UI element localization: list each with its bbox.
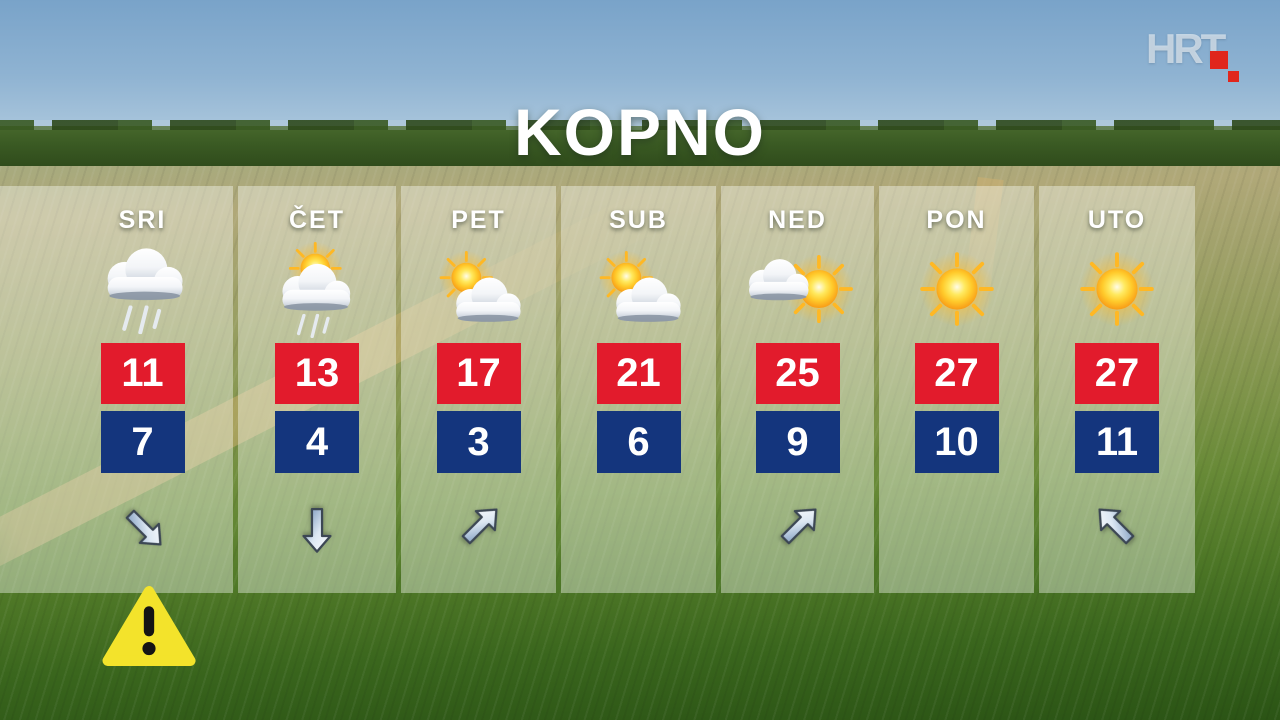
forecast-column-pon: PON 27 10 <box>879 186 1034 593</box>
high-temp-badge: 21 <box>596 343 681 404</box>
high-temp-badge: 25 <box>755 343 840 404</box>
wind-arrow-icon <box>439 487 518 566</box>
wind-arrow-icon <box>1077 487 1156 566</box>
wind-arrow-icon <box>289 499 345 555</box>
forecast-column-uto: UTO 27 11 <box>1039 186 1195 593</box>
forecast-column-pet: PET 17 3 <box>401 186 556 593</box>
low-temp-badge: 6 <box>596 411 681 473</box>
low-temp-badge: 3 <box>436 411 521 473</box>
hrt-logo: HRT <box>1146 28 1239 86</box>
forecast-column-ned: NED 25 9 <box>721 186 874 593</box>
sun-icon <box>1052 239 1182 339</box>
high-temp-badge: 17 <box>436 343 521 404</box>
sun-behind-cloud-icon <box>414 239 544 339</box>
day-label: NED <box>768 206 827 234</box>
sun-behind-cloud-icon <box>574 239 704 339</box>
forecast-column-cet: ČET 13 4 <box>238 186 396 593</box>
high-temp-badge: 11 <box>100 343 185 404</box>
hrt-logo-small-red-square <box>1228 71 1239 82</box>
warning-triangle-icon <box>102 583 196 669</box>
hrt-logo-red-square <box>1210 51 1228 69</box>
wind-arrow-icon <box>758 487 837 566</box>
high-temp-badge: 27 <box>1075 343 1159 404</box>
treeline-background <box>0 120 1280 172</box>
sun-icon <box>892 239 1022 339</box>
region-title: KOPNO <box>513 95 767 169</box>
day-label: ČET <box>289 206 345 234</box>
low-temp-badge: 7 <box>100 411 185 473</box>
cloud-and-sun-icon <box>733 239 863 339</box>
low-temp-badge: 10 <box>914 411 999 473</box>
high-temp-badge: 27 <box>914 343 999 404</box>
rain-cloud-icon <box>78 239 208 339</box>
day-label: SUB <box>609 206 668 234</box>
day-label: PET <box>451 206 506 234</box>
day-label: UTO <box>1087 206 1147 234</box>
forecast-column-sri: SRI 11 7 <box>0 186 233 593</box>
high-temp-badge: 13 <box>275 343 359 404</box>
low-temp-badge: 9 <box>755 411 840 473</box>
forecast-column-sub: SUB 21 6 <box>561 186 716 593</box>
low-temp-badge: 11 <box>1075 411 1159 473</box>
sun-rain-cloud-icon <box>252 239 382 339</box>
low-temp-badge: 4 <box>275 411 359 473</box>
day-label: PON <box>926 206 987 234</box>
day-label: SRI <box>118 206 167 234</box>
wind-arrow-icon <box>103 487 182 566</box>
